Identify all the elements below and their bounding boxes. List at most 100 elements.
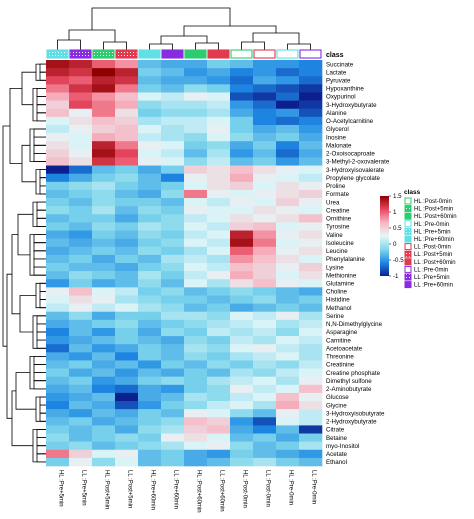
heatmap-cell — [276, 165, 300, 174]
heatmap-cell — [230, 222, 254, 231]
heatmap-cell — [92, 246, 116, 256]
color-scale-tick-label: 0.5 — [393, 225, 402, 232]
heatmap-cell — [161, 165, 185, 174]
legend-swatch — [404, 243, 412, 251]
class-bar-cell — [161, 49, 184, 59]
column-label: LL :Post+5min — [127, 470, 133, 508]
heatmap-cell — [115, 295, 139, 304]
heatmap-cell — [69, 222, 93, 231]
heatmap-cell — [69, 409, 93, 418]
heatmap-cell — [253, 319, 277, 329]
heatmap-cell — [253, 360, 277, 369]
heatmap-cell — [115, 303, 139, 313]
heatmap-cell — [69, 441, 93, 451]
class-bar-cell — [69, 49, 92, 59]
heatmap-cell — [207, 441, 231, 451]
heatmap-cell — [161, 295, 185, 304]
heatmap-cell — [299, 271, 323, 280]
heatmap-cell — [138, 303, 162, 313]
dendrogram-link — [36, 339, 46, 349]
heatmap-cell — [253, 246, 277, 256]
heatmap-cell — [161, 327, 185, 337]
row-dendrogram — [2, 63, 46, 463]
heatmap-cell — [230, 141, 254, 150]
row-label: Choline — [326, 289, 348, 296]
heatmap-cell — [92, 149, 116, 158]
legend-label: HL :Post+5min — [414, 207, 453, 213]
heatmap-cell — [184, 457, 208, 467]
heatmap-cell — [115, 336, 139, 345]
heatmap-cell — [92, 457, 116, 467]
heatmap-cell — [207, 230, 231, 239]
heatmap-cell — [46, 263, 70, 272]
row-label: Methionine — [326, 272, 357, 279]
row-label: 3-Hydroxyisovalerate — [326, 167, 385, 174]
legend-swatch — [404, 197, 412, 205]
heatmap-cell — [92, 401, 116, 410]
dendrogram-link — [33, 266, 46, 276]
heatmap-cell — [92, 92, 116, 101]
heatmap-cell — [299, 368, 323, 377]
heatmap-cell — [115, 92, 139, 101]
heatmap-cell — [161, 181, 185, 191]
column-label: LL :Post-0min — [265, 470, 271, 507]
heatmap-cell — [184, 433, 208, 442]
heatmap-cell — [276, 181, 300, 191]
heatmap-cell — [115, 417, 139, 426]
row-label: Threonine — [326, 354, 354, 361]
heatmap-cell — [92, 319, 116, 329]
heatmap-cell — [253, 214, 277, 223]
heatmap-cell — [207, 279, 231, 288]
heatmap-cell — [92, 344, 116, 353]
heatmap-cell — [46, 303, 70, 313]
heatmap-cell — [230, 417, 254, 426]
heatmap-cell — [299, 352, 323, 361]
heatmap-cell — [46, 76, 70, 85]
dendrogram-link — [32, 201, 46, 227]
heatmap-cell — [230, 214, 254, 223]
heatmap-cell — [115, 457, 139, 467]
heatmap-cell — [184, 124, 208, 134]
heatmap-cell — [138, 360, 162, 369]
heatmap-cell — [230, 254, 254, 264]
heatmap-cell — [230, 92, 254, 101]
color-scale-tick-label: -0.5 — [393, 257, 404, 264]
heatmap-cell — [253, 457, 277, 467]
dendrogram-link — [149, 43, 173, 50]
heatmap-cell — [276, 368, 300, 377]
heatmap-cell — [253, 133, 277, 142]
dendrogram-link — [39, 63, 46, 73]
heatmap-cell — [115, 433, 139, 442]
heatmap-cell — [46, 68, 70, 77]
heatmap-cell — [161, 116, 185, 126]
heatmap-cell — [138, 141, 162, 150]
heatmap-cell — [230, 149, 254, 158]
heatmap-cell — [115, 100, 139, 110]
heatmap-cell — [299, 222, 323, 231]
heatmap-cell — [69, 60, 93, 69]
heatmap-cell — [299, 141, 323, 150]
heatmap-cell — [69, 68, 93, 77]
heatmap-cell — [69, 100, 93, 110]
dendrogram-link — [57, 39, 81, 50]
heatmap-cell — [276, 384, 300, 394]
heatmap-cell — [299, 60, 323, 69]
heatmap-cell — [92, 238, 116, 248]
heatmap-cell — [299, 108, 323, 118]
heatmap-cell — [299, 433, 323, 442]
class-bar-cell — [230, 49, 253, 59]
legend-label: HL :Pre+60min — [414, 237, 454, 243]
heatmap-cell — [46, 141, 70, 150]
heatmap-cell — [138, 401, 162, 410]
heatmap-cell — [276, 319, 300, 329]
dendrogram-link — [195, 42, 219, 50]
legend-label: LL :Pre+60min — [414, 283, 453, 289]
heatmap-cell — [276, 287, 300, 296]
heatmap-cell — [230, 392, 254, 402]
heatmap-cell — [230, 60, 254, 69]
heatmap-cell — [299, 124, 323, 134]
heatmap-cell — [299, 76, 323, 85]
heatmap-cell — [253, 157, 277, 166]
row-label: Tyrosine — [326, 224, 350, 231]
